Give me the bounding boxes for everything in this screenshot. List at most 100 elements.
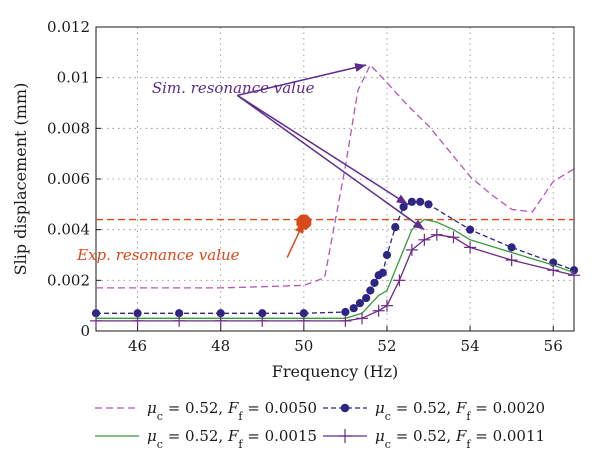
x-tick-label: 46 (128, 337, 147, 355)
exp-resonance-label: Exp. resonance value (76, 246, 240, 264)
legend-label-part: F (455, 427, 467, 445)
legend-label-part: = 0.52, (391, 427, 456, 445)
marker-plus (297, 314, 310, 327)
marker-plus (356, 312, 369, 325)
series-2 (96, 218, 575, 319)
marker-circle (416, 197, 425, 206)
legend-label-part: f (238, 438, 243, 451)
legend-label-part: F (227, 399, 239, 417)
legend-label-part: = 0.0050 (242, 399, 317, 417)
y-tick-label: 0.006 (47, 170, 90, 188)
legend-item-3: μc = 0.52, Ff = 0.0011 (323, 427, 545, 451)
legend-label-part: = 0.0011 (470, 427, 545, 445)
marker-circle (341, 307, 350, 317)
series-1 (91, 197, 579, 318)
marker-plus (405, 243, 418, 256)
arrow-head (396, 194, 408, 205)
y-tick-label: 0.008 (47, 119, 90, 137)
series-line (96, 218, 575, 319)
annotation-arrow-2 (236, 94, 425, 231)
legend-label-part: F (455, 399, 467, 417)
x-tick-label: 48 (211, 337, 230, 355)
grid (96, 27, 574, 331)
y-tick-label: 0.012 (47, 18, 90, 36)
marker-plus (430, 228, 443, 241)
legend-label-part: f (466, 410, 471, 423)
marker-circle (399, 202, 408, 211)
x-axis-title: Frequency (Hz) (272, 362, 399, 381)
arrow-shaft (237, 64, 367, 97)
y-axis-title: Slip displacement (mm) (11, 83, 30, 276)
legend-label-part: f (238, 410, 243, 423)
x-tick-label: 52 (377, 337, 396, 355)
marker-plus (447, 231, 460, 244)
arrow-head (412, 219, 425, 230)
legend-label-part: c (385, 438, 391, 451)
legend-label-part: = 0.0015 (242, 427, 317, 445)
marker-plus (338, 429, 352, 443)
legend-label-part: = 0.52, (163, 399, 228, 417)
marker-plus (464, 241, 477, 254)
series-3 (90, 228, 580, 327)
legend: μc = 0.52, Ff = 0.0050 μc = 0.52, Ff = 0.… (95, 399, 545, 451)
legend-label-part: f (466, 438, 471, 451)
marker-plus (90, 314, 102, 327)
series-group (90, 63, 580, 327)
legend-label-part: μ (375, 399, 385, 417)
marker-circle (391, 223, 400, 232)
axis-ticks: 46 48 50 52 54 56 0 0.002 0.004 0.006 0.008 0.01 0.0… (47, 18, 563, 355)
legend-item-1: μc = 0.52, Ff = 0.0020 (323, 399, 545, 423)
legend-label-part: μ (147, 399, 157, 417)
x-tick-label: 50 (294, 337, 313, 355)
exp-resonance-point (296, 214, 312, 230)
marker-circle (349, 304, 358, 313)
legend-item-0: μc = 0.52, Ff = 0.0050 (95, 399, 317, 423)
legend-item-2: μc = 0.52, Ff = 0.0015 (95, 427, 317, 451)
marker-circle (424, 200, 433, 209)
marker-plus (547, 264, 560, 277)
annotation-arrow-0 (237, 63, 367, 97)
marker-plus (393, 274, 406, 287)
legend-label-part: c (157, 438, 163, 451)
marker-circle (407, 197, 416, 206)
legend-label-part: μ (375, 427, 385, 445)
y-tick-label: 0.002 (47, 271, 90, 289)
y-tick-label: 0.004 (47, 221, 90, 239)
annotation-arrow-1 (236, 94, 409, 205)
marker-plus (372, 304, 385, 317)
arrow-shaft (236, 94, 425, 231)
legend-label: μc = 0.52, Ff = 0.0015 (147, 427, 317, 451)
legend-label-part: μ (147, 427, 157, 445)
marker-plus (339, 314, 352, 327)
y-tick-label: 0.01 (57, 69, 90, 87)
legend-label-part: c (385, 410, 391, 423)
marker-plus (131, 314, 144, 327)
marker-circle (340, 403, 350, 413)
sim-resonance-label: Sim. resonance value (152, 79, 315, 97)
marker-plus (380, 299, 393, 312)
y-tick-label: 0 (80, 322, 90, 340)
marker-plus (256, 314, 269, 327)
marker-circle (465, 225, 475, 234)
marker-circle (370, 278, 379, 287)
annotations: Sim. resonance value Exp. resonance value (76, 63, 425, 264)
legend-label-part: = 0.52, (163, 427, 228, 445)
x-tick-label: 54 (461, 337, 480, 355)
x-tick-label: 56 (544, 337, 563, 355)
legend-label: μc = 0.52, Ff = 0.0050 (147, 399, 317, 423)
marker-plus (568, 269, 580, 282)
arrow-shaft (236, 94, 409, 205)
legend-label-part: = 0.52, (391, 399, 456, 417)
marker-plus (173, 314, 186, 327)
marker-circle (362, 293, 371, 303)
marker-plus (505, 254, 518, 267)
marker-plus (418, 233, 431, 246)
legend-label: μc = 0.52, Ff = 0.0020 (375, 399, 545, 423)
series-line (96, 201, 575, 314)
legend-label-part: F (227, 427, 239, 445)
marker-plus (214, 314, 227, 327)
marker-circle (507, 243, 516, 252)
arrow-head (354, 63, 367, 72)
marker-circle (378, 268, 387, 277)
